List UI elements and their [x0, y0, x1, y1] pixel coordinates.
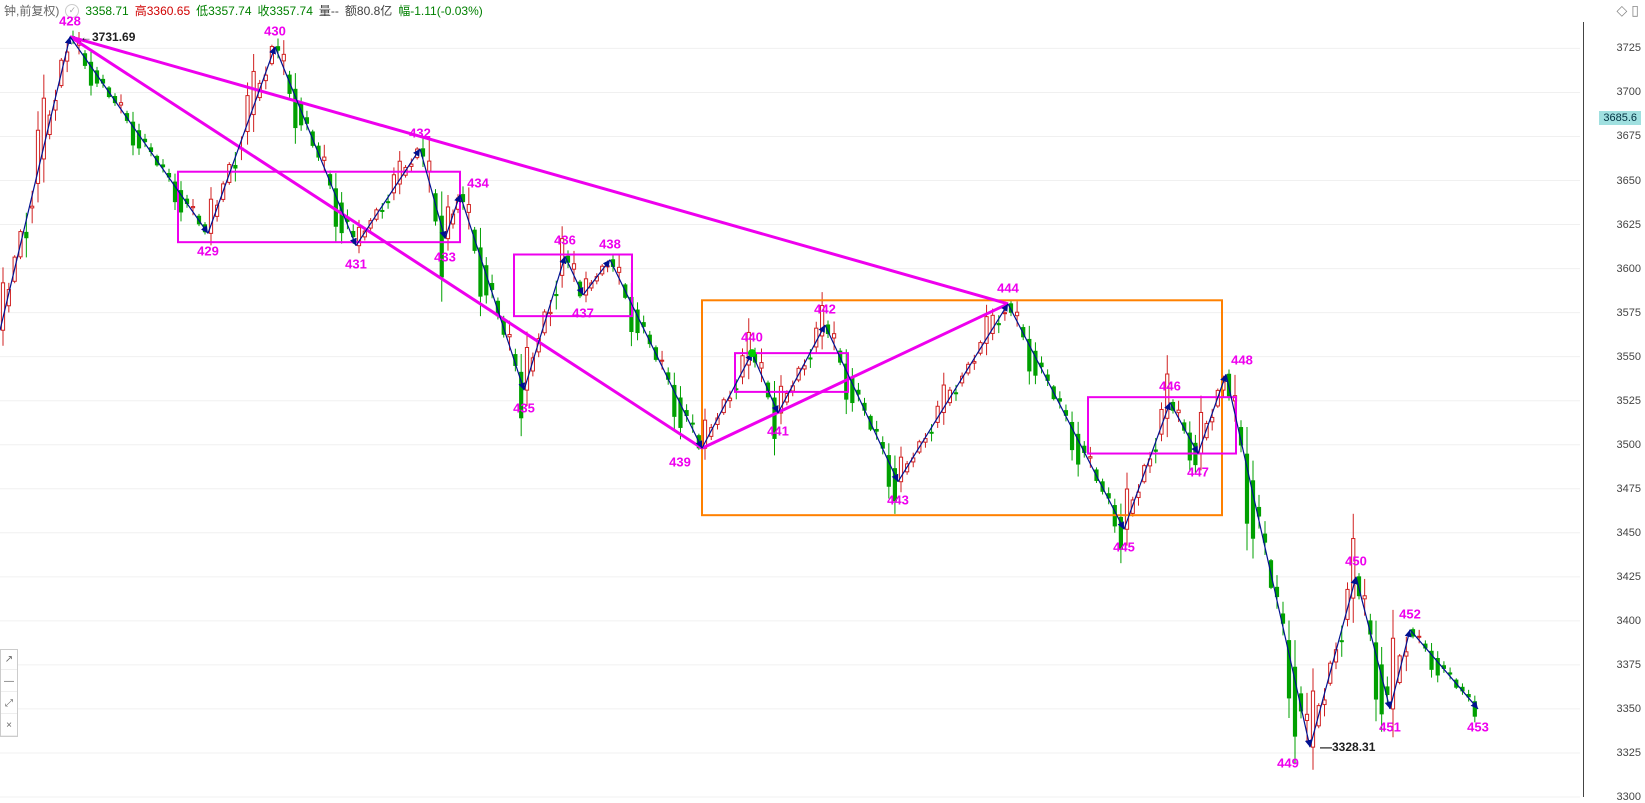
- y-tick: 3300: [1617, 791, 1641, 803]
- y-tick: 3350: [1617, 703, 1641, 715]
- tool-channel-icon[interactable]: ⤢: [1, 694, 17, 714]
- wave-label: 451: [1379, 719, 1401, 734]
- wave-label: 435: [513, 401, 535, 416]
- y-tick: 3575: [1617, 307, 1641, 319]
- y-tick: 3650: [1617, 175, 1641, 187]
- y-tick: 3375: [1617, 659, 1641, 671]
- wave-label: 450: [1345, 553, 1367, 568]
- chart-title: 钟,前复权): [4, 2, 59, 19]
- y-tick: 3425: [1617, 571, 1641, 583]
- tool-trendline-icon[interactable]: ↗: [1, 650, 17, 670]
- tool-close-icon[interactable]: ×: [1, 716, 17, 736]
- wave-label: 452: [1399, 606, 1421, 621]
- wave-label: 439: [669, 455, 691, 470]
- chart-svg-overlay: [0, 22, 1580, 797]
- wave-label: 440: [741, 330, 763, 345]
- y-tick: 3475: [1617, 483, 1641, 495]
- wave-label: 434: [467, 175, 489, 190]
- price-annotation: ←3731.69: [80, 30, 135, 44]
- top-right-icons: ◇ ▯: [1617, 2, 1640, 19]
- wave-label: 447: [1187, 464, 1209, 479]
- wave-label: 443: [887, 492, 909, 507]
- wave-label: 448: [1231, 353, 1253, 368]
- amount-value: 额80.8亿: [345, 2, 392, 19]
- volume-value: 量--: [319, 2, 339, 19]
- chart-plot-area[interactable]: 428←3731.6942943043143243343443543643743…: [0, 22, 1580, 797]
- wave-label: 449: [1277, 756, 1299, 771]
- y-tick: 3600: [1617, 263, 1641, 275]
- wave-label: 429: [197, 244, 219, 259]
- wave-label: 442: [814, 301, 836, 316]
- y-tick: 3400: [1617, 615, 1641, 627]
- y-tick: 3450: [1617, 527, 1641, 539]
- last-price-tag: 3685.6: [1599, 111, 1641, 125]
- wave-label: 441: [767, 424, 789, 439]
- y-axis: 3300332533503375340034253450347535003525…: [1583, 22, 1645, 797]
- wave-label: 428: [59, 13, 81, 28]
- y-tick: 3550: [1617, 351, 1641, 363]
- wave-label: 446: [1159, 379, 1181, 394]
- wave-label: 433: [434, 249, 456, 264]
- wave-label: 445: [1113, 540, 1135, 555]
- y-tick: 3325: [1617, 747, 1641, 759]
- y-tick: 3725: [1617, 42, 1641, 54]
- drawing-toolbar: ↗ — ⤢ ×: [0, 649, 18, 737]
- wave-label: 453: [1467, 719, 1489, 734]
- wave-label: 431: [345, 256, 367, 271]
- y-tick: 3675: [1617, 130, 1641, 142]
- wave-label: 438: [599, 236, 621, 251]
- y-tick: 3625: [1617, 219, 1641, 231]
- y-tick: 3525: [1617, 395, 1641, 407]
- wave-label: 437: [572, 306, 594, 321]
- high-value: 高3360.65: [135, 2, 190, 19]
- close-value: 收3357.74: [258, 2, 313, 19]
- wave-label: 432: [409, 125, 431, 140]
- fullscreen-icon[interactable]: ◇: [1617, 2, 1628, 19]
- wave-label: 430: [264, 23, 286, 38]
- tool-hline-icon[interactable]: —: [1, 672, 17, 692]
- wave-label: 444: [997, 280, 1019, 295]
- wave-label: 436: [554, 233, 576, 248]
- change-value: 幅-1.11(-0.03%): [398, 2, 482, 19]
- y-tick: 3700: [1617, 86, 1641, 98]
- low-value: 低3357.74: [196, 2, 251, 19]
- price-annotation: —3328.31: [1320, 740, 1375, 754]
- panel-icon[interactable]: ▯: [1631, 2, 1639, 19]
- y-tick: 3500: [1617, 439, 1641, 451]
- open-value: 3358.71: [85, 4, 128, 18]
